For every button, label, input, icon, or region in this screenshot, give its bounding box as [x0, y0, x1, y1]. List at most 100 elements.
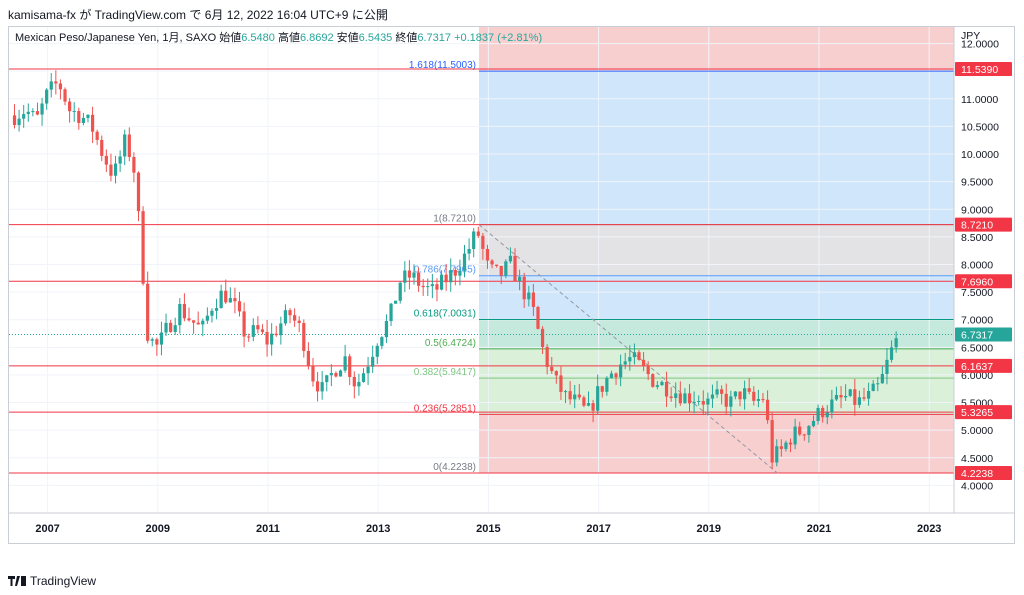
candle-down [481, 235, 485, 249]
candle-up [871, 383, 875, 391]
candle-down [196, 322, 200, 325]
candle-up [31, 111, 35, 113]
candle-up [389, 303, 393, 322]
candle-up [439, 274, 444, 290]
chart-title: Mexican Peso/Japanese Yen, 1月, SAXO 始値 6.… [15, 30, 542, 44]
candle-down [421, 285, 425, 288]
candle-up [857, 397, 862, 405]
chart-frame[interactable]: 1.618(11.5003) 1(8.7210) 0.786(7.7965) 0.61… [8, 26, 1015, 544]
candle-down [839, 394, 843, 398]
candle-up [866, 390, 871, 399]
candle-up [279, 323, 283, 336]
candle-up [632, 352, 637, 358]
candle-up [449, 270, 453, 283]
candle-down [669, 396, 673, 399]
candle-up [697, 401, 701, 403]
candle-up [201, 320, 205, 325]
candle-up [81, 117, 85, 123]
candle-down [58, 83, 63, 90]
price-tag-label: 4.2238 [961, 468, 993, 480]
price-chart[interactable]: 1.618(11.5003) 1(8.7210) 0.786(7.7965) 0.61… [9, 27, 1014, 543]
y-tick-label: 9.0000 [961, 204, 993, 216]
candle-down [90, 114, 95, 132]
candle-down [798, 426, 802, 435]
candle-up [715, 389, 719, 395]
candle-up [825, 412, 829, 418]
candle-down [233, 298, 237, 302]
candle-down [302, 323, 306, 351]
candle-up [210, 310, 214, 316]
price-tag [955, 466, 1012, 481]
candle-down [182, 303, 187, 319]
candle-up [573, 394, 577, 400]
candle-up [366, 366, 370, 374]
price-tag [955, 274, 1012, 289]
fib-level-label: 1.618(11.5003) [409, 60, 476, 71]
candle-up [609, 373, 614, 378]
price-tag-label: 5.3265 [961, 407, 993, 419]
fib-zone-1618 [479, 71, 954, 225]
candle-up [49, 81, 53, 90]
candle-up [605, 377, 609, 392]
candle-down [641, 359, 646, 366]
candle-down [522, 276, 526, 300]
fib-zone-0236 [479, 414, 954, 474]
candle-up [40, 103, 44, 115]
candle-up [848, 389, 852, 396]
candle-down [141, 211, 145, 284]
candle-down [614, 373, 618, 378]
candle-up [674, 393, 678, 399]
candle-up [164, 322, 168, 333]
candle-up [394, 300, 398, 304]
candle-up [743, 388, 747, 400]
candle-up [118, 156, 122, 164]
y-tick-label: 12.0000 [961, 39, 999, 51]
chart-title-part: 6.8692 [300, 32, 337, 44]
candle-up [655, 385, 659, 387]
x-tick-label: 2007 [35, 523, 59, 535]
candle-up [894, 338, 898, 348]
candle-up [619, 364, 623, 378]
candle-up [756, 399, 760, 401]
candle-down [288, 310, 292, 316]
candle-up [710, 394, 715, 399]
chart-title-part: 6.5435 [359, 32, 396, 44]
candle-down [559, 375, 563, 392]
candle-down [568, 391, 572, 400]
candle-up [628, 357, 632, 362]
candle-up [72, 111, 76, 113]
fib-level-label: 0.5(6.4724) [425, 338, 476, 349]
fib-level-label: 1(8.7210) [433, 214, 476, 225]
chart-title-part: 始値 [219, 30, 241, 44]
x-tick-label: 2009 [146, 523, 170, 535]
candle-up [173, 325, 177, 332]
price-tag [955, 62, 1012, 77]
y-tick-label: 8.5000 [961, 232, 993, 244]
candle-down [738, 391, 742, 400]
chart-title-part: 6.7317 [417, 32, 454, 44]
y-tick-label: 4.0000 [961, 480, 993, 492]
candle-up [214, 308, 219, 311]
candle-up [683, 393, 687, 404]
candle-down [765, 399, 770, 421]
candle-down [444, 274, 448, 283]
candle-down [802, 434, 806, 436]
candle-up [880, 373, 884, 384]
candle-down [531, 292, 535, 307]
y-tick-label: 6.5000 [961, 342, 993, 354]
candle-up [844, 395, 848, 398]
candle-up [527, 292, 531, 300]
candle-down [646, 365, 650, 375]
price-tag [955, 217, 1012, 232]
candle-down [761, 399, 765, 401]
y-tick-label: 7.0000 [961, 315, 993, 327]
fib-zone-above [479, 27, 954, 72]
candle-down [788, 442, 793, 445]
chart-title-part: Mexican Peso/Japanese Yen, 1月, SAXO [15, 32, 219, 44]
candle-down [476, 231, 480, 236]
candle-down [297, 320, 301, 324]
y-tick-label: 4.5000 [961, 453, 993, 465]
candle-down [747, 388, 751, 392]
candle-up [784, 442, 788, 449]
candle-down [724, 393, 728, 407]
